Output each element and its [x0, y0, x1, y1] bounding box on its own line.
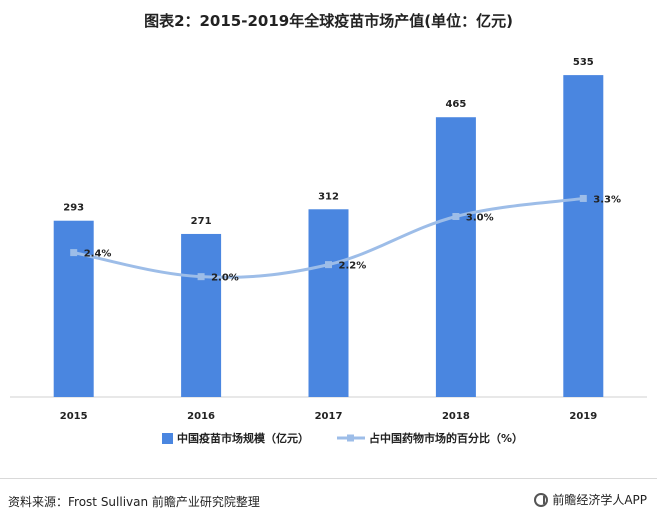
chart-plot: 293 2015 271 2016 312 2017 465 2018 535 2019 2.4% 2…	[10, 57, 647, 445]
x-tick-label: 2016	[187, 411, 215, 422]
bar	[563, 75, 604, 397]
brand: 前瞻经济学人APP	[534, 491, 647, 508]
bar-value-label: 293	[63, 203, 84, 214]
bar	[308, 209, 349, 397]
line-value-label: 3.3%	[593, 194, 621, 205]
footer: 资料来源：Frost Sullivan 前瞻产业研究院整理 前瞻经济学人APP	[0, 478, 657, 522]
bar	[181, 233, 222, 397]
chart-title: 图表2：2015-2019年全球疫苗市场产值(单位：亿元)	[144, 12, 513, 30]
bar	[53, 220, 94, 397]
line-marker	[325, 261, 332, 269]
source-note: 资料来源：Frost Sullivan 前瞻产业研究院整理	[8, 495, 260, 509]
line-value-label: 2.4%	[84, 249, 112, 260]
x-tick-label: 2019	[569, 411, 597, 422]
x-tick-label: 2015	[60, 411, 88, 422]
line-value-label: 2.2%	[339, 261, 367, 272]
legend-label-line: 占中国药物市场的百分比（%）	[369, 431, 523, 445]
line-marker	[197, 273, 205, 281]
bar-value-label: 465	[445, 99, 466, 110]
legend-swatch-bar	[162, 433, 173, 444]
bar-value-label: 312	[318, 191, 339, 202]
legend-swatch-marker	[347, 434, 354, 442]
line-marker	[70, 249, 78, 257]
line-marker	[452, 213, 460, 220]
brand-name: 前瞻经济学人APP	[552, 493, 647, 507]
line-value-label: 2.0%	[211, 273, 239, 284]
brand-logo-icon	[534, 492, 549, 507]
bar	[435, 117, 476, 397]
bar-value-label: 271	[191, 216, 212, 227]
bar-value-label: 535	[573, 57, 594, 68]
line-value-label: 3.0%	[466, 213, 494, 224]
legend-label-bar: 中国疫苗市场规模（亿元）	[177, 431, 309, 445]
x-tick-label: 2017	[315, 411, 343, 422]
x-tick-label: 2018	[442, 411, 470, 422]
line-marker	[579, 194, 587, 202]
